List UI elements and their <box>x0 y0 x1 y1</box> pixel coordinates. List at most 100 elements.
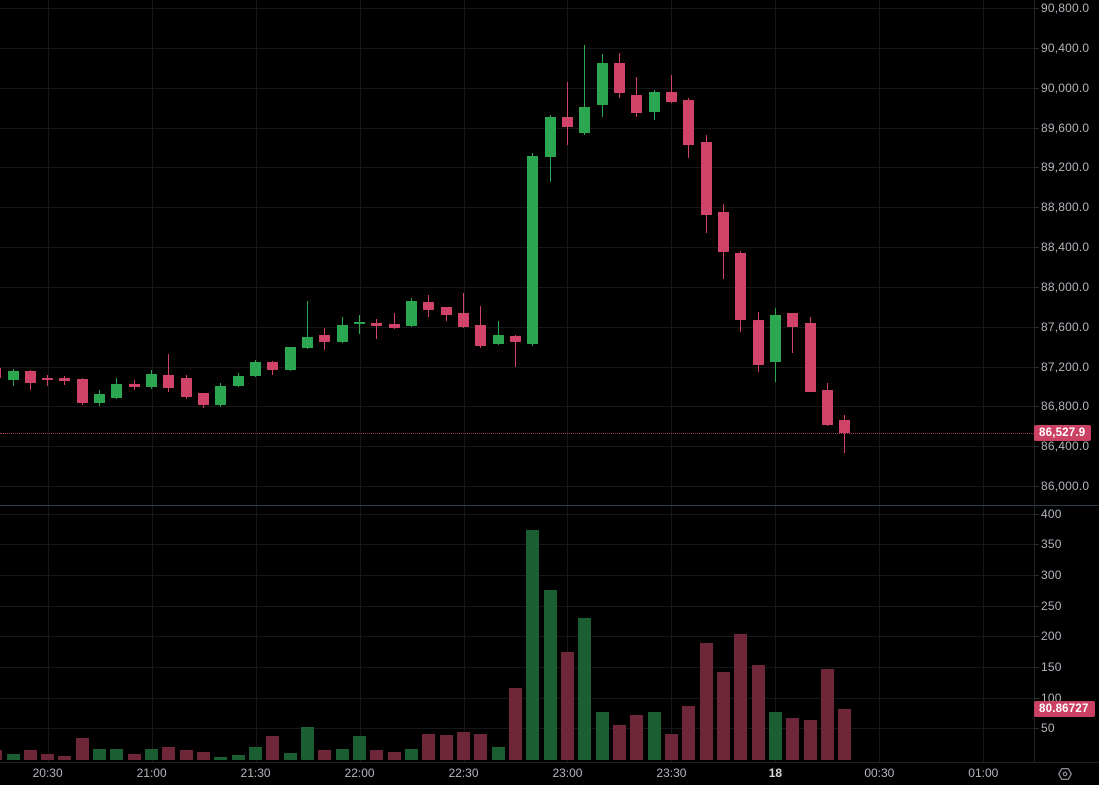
grid-line-horizontal <box>0 513 1034 515</box>
price-axis-border <box>1034 0 1035 762</box>
candle <box>319 335 331 342</box>
volume-bar <box>474 733 488 760</box>
candle-wick <box>566 81 568 146</box>
candle <box>24 370 36 384</box>
scale-settings-icon[interactable] <box>1056 765 1074 783</box>
grid-line-vertical <box>671 0 673 762</box>
price-axis-label: 88,000.0 <box>1041 279 1090 294</box>
candle <box>284 347 296 370</box>
candle <box>0 367 2 378</box>
volume-bar <box>526 529 540 760</box>
volume-bar <box>0 750 3 760</box>
time-axis-label: 23:00 <box>552 766 583 780</box>
time-axis-label: 00:30 <box>864 766 895 780</box>
last-volume-badge: 80.86727 <box>1034 701 1095 718</box>
pane-separator[interactable] <box>0 505 1099 506</box>
volume-bar <box>838 709 852 760</box>
price-axis-label: 88,800.0 <box>1041 200 1090 215</box>
candle <box>111 384 123 399</box>
price-axis-tick <box>1034 366 1039 368</box>
volume-bar <box>6 754 20 760</box>
candle <box>388 323 400 329</box>
candle <box>423 301 435 310</box>
time-axis-label: 22:00 <box>344 766 375 780</box>
candle <box>267 361 279 370</box>
price-axis-tick <box>1034 167 1039 169</box>
price-axis-label: 90,800.0 <box>1041 1 1090 15</box>
volume-bar <box>630 714 644 760</box>
grid-line-horizontal <box>0 207 1034 209</box>
price-axis-tick <box>1034 286 1039 288</box>
volume-axis-tick <box>1034 575 1039 577</box>
volume-bar <box>439 735 453 760</box>
candle <box>596 63 608 105</box>
price-axis-label: 86,800.0 <box>1041 399 1090 414</box>
price-axis-label: 87,600.0 <box>1041 319 1090 334</box>
volume-bar <box>283 752 297 760</box>
volume-bar <box>353 736 367 760</box>
volume-bar <box>370 750 384 760</box>
volume-bar <box>405 749 419 760</box>
candle-wick <box>463 292 464 328</box>
grid-line-vertical <box>255 0 257 762</box>
candle <box>492 335 504 344</box>
price-axis-label: 89,600.0 <box>1041 120 1090 135</box>
candle <box>76 378 88 404</box>
grid-line-horizontal <box>0 575 1034 577</box>
candle-wick <box>514 335 516 367</box>
price-axis-label: 90,000.0 <box>1041 80 1090 95</box>
last-price-line <box>0 433 1034 435</box>
volume-bar <box>682 705 696 760</box>
candle <box>458 313 469 328</box>
volume-bar <box>612 724 626 760</box>
volume-bar <box>647 712 661 760</box>
candle <box>769 315 781 362</box>
candle <box>509 335 521 343</box>
grid-line-horizontal <box>0 366 1034 368</box>
volume-bar <box>318 749 332 760</box>
volume-bar <box>214 756 228 760</box>
candle <box>371 322 383 326</box>
candle <box>163 375 175 389</box>
candle <box>821 390 833 426</box>
volume-bar <box>387 752 401 760</box>
time-axis-border <box>0 762 1099 763</box>
grid-line-vertical <box>983 0 985 762</box>
candle <box>665 92 677 102</box>
grid-line-horizontal <box>0 544 1034 546</box>
candle <box>354 321 366 324</box>
volume-axis-tick <box>1034 605 1039 607</box>
volume-bar <box>145 749 159 760</box>
volume-bar <box>699 642 713 760</box>
volume-bar <box>768 711 782 760</box>
volume-bar <box>75 738 89 760</box>
volume-bar <box>595 712 609 760</box>
chart-plot-area[interactable] <box>0 0 1034 762</box>
time-axis-label: 20:30 <box>32 766 63 780</box>
time-axis-label: 23:30 <box>656 766 687 780</box>
candle <box>648 92 660 112</box>
price-axis-label: 90,400.0 <box>1041 40 1090 55</box>
volume-bar <box>716 671 730 760</box>
grid-line-horizontal <box>0 486 1034 487</box>
grid-line-vertical <box>879 0 881 762</box>
volume-axis-label: 200 <box>1041 629 1062 644</box>
volume-axis-label: 400 <box>1041 506 1062 521</box>
volume-axis-tick <box>1034 697 1039 699</box>
volume-bar <box>820 668 834 760</box>
volume-axis-label: 300 <box>1041 568 1062 583</box>
grid-line-horizontal <box>0 127 1034 129</box>
price-axis-label: 88,400.0 <box>1041 240 1090 254</box>
volume-bar <box>335 749 349 760</box>
candle <box>336 324 348 342</box>
price-axis-label: 86,400.0 <box>1041 439 1090 454</box>
candle-wick <box>307 300 309 349</box>
volume-bar <box>93 748 107 760</box>
candle <box>787 313 799 328</box>
candle <box>700 142 712 216</box>
candle <box>7 370 19 380</box>
grid-line-vertical <box>359 0 361 762</box>
candle-wick <box>792 312 794 354</box>
candle <box>406 300 418 327</box>
